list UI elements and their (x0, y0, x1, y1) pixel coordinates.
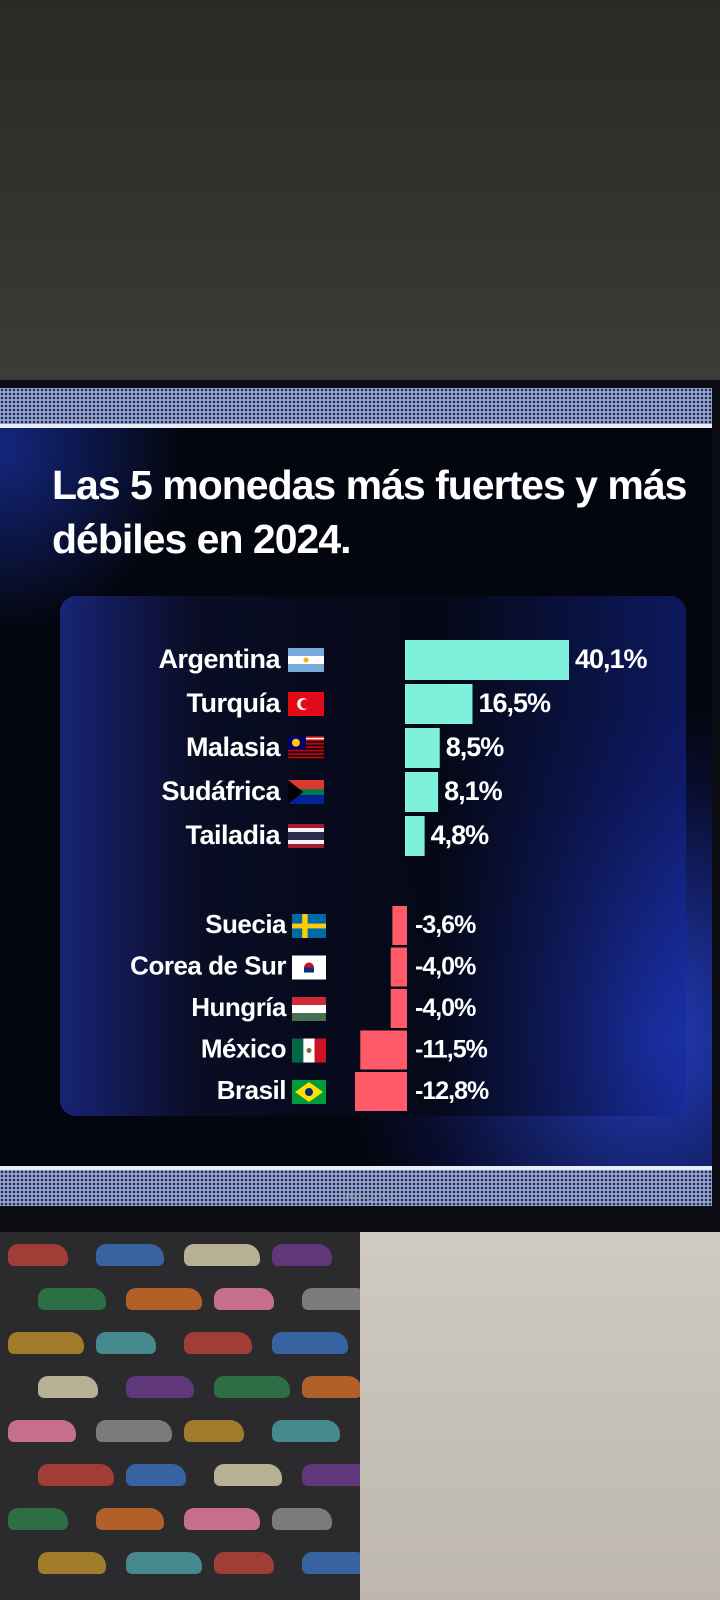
bar-corea-de-sur (390, 947, 407, 987)
toy-car (272, 1420, 340, 1442)
tv-screen: Las 5 monedas más fuertes y más débiles … (0, 388, 712, 1206)
toy-car (184, 1420, 244, 1442)
television: Las 5 monedas más fuertes y más débiles … (0, 380, 720, 1232)
toy-car (184, 1508, 260, 1530)
category-label: Corea de Sur (130, 951, 286, 981)
category-label: Hungría (191, 992, 287, 1022)
toy-car (38, 1376, 98, 1398)
toy-car (214, 1464, 282, 1486)
value-label: -12,8% (415, 1077, 489, 1105)
argentina-flag-icon (288, 648, 324, 672)
value-label: 4,8% (431, 820, 490, 850)
toy-car (38, 1552, 106, 1574)
toy-car (302, 1464, 378, 1486)
thailand-flag-icon (288, 824, 324, 848)
category-label: Tailadia (185, 820, 281, 850)
top-band-line (0, 424, 712, 428)
toy-car (96, 1420, 172, 1442)
value-label: 8,1% (444, 776, 503, 806)
toy-car (214, 1288, 274, 1310)
sweden-flag-icon (292, 914, 326, 938)
toy-car (184, 1244, 260, 1266)
category-label: Turquía (187, 688, 282, 718)
toy-car (126, 1376, 194, 1398)
value-label: -3,6% (415, 911, 476, 939)
bar-hungría (390, 989, 407, 1028)
toy-car (214, 1552, 274, 1574)
bottom-pattern-band (0, 1170, 712, 1206)
value-label: -4,0% (415, 953, 476, 981)
value-label: -4,0% (415, 994, 476, 1022)
toy-car (126, 1464, 186, 1486)
toy-car (96, 1508, 164, 1530)
bar-brasil (355, 1072, 407, 1111)
bar-méxico (360, 1030, 407, 1070)
toy-car-display-board (0, 1232, 378, 1600)
hungary-flag-icon (292, 997, 326, 1021)
malaysia-flag-icon (288, 736, 324, 759)
tv-brand-logo: PHILIPS (345, 1193, 395, 1203)
category-label: Argentina (158, 644, 281, 674)
category-label: México (201, 1034, 286, 1064)
toy-car (272, 1244, 332, 1266)
category-label: Sudáfrica (161, 776, 281, 806)
bar-malasia (405, 728, 440, 768)
toy-car (302, 1288, 370, 1310)
toy-car (38, 1288, 106, 1310)
bottom-band-line (0, 1166, 712, 1170)
toy-car (272, 1508, 332, 1530)
category-label: Brasil (217, 1075, 286, 1105)
value-label: 16,5% (478, 688, 551, 718)
currency-bar-chart: 40,1% Argentina 16,5% Turquía 8,5% Malasia 8,1… (130, 640, 649, 1111)
chart-panel (60, 596, 686, 1116)
top-pattern-band (0, 388, 712, 424)
chart-title: Las 5 monedas más fuertes y más débiles … (52, 462, 687, 562)
toy-car (8, 1420, 76, 1442)
toy-car (272, 1332, 348, 1354)
toy-car (302, 1552, 370, 1574)
bar-suecia (392, 906, 407, 945)
wall-background (0, 0, 720, 380)
value-label: -11,5% (415, 1036, 488, 1064)
toy-car (214, 1376, 290, 1398)
bar-sudáfrica (405, 772, 439, 812)
bar-turquía (405, 684, 473, 724)
category-label: Suecia (205, 909, 287, 939)
bar-tailadia (405, 816, 425, 856)
bar-argentina (405, 640, 569, 680)
toy-car (96, 1332, 156, 1354)
toy-car (8, 1508, 68, 1530)
turkey-flag-icon (288, 692, 324, 716)
toy-car (302, 1376, 362, 1398)
toy-car (126, 1288, 202, 1310)
brazil-flag-icon (292, 1080, 326, 1104)
value-label: 8,5% (446, 732, 505, 762)
lower-wall (360, 1232, 720, 1600)
value-label: 40,1% (575, 644, 648, 674)
south-korea-flag-icon (292, 955, 326, 980)
toy-car (8, 1244, 68, 1266)
toy-car (184, 1332, 252, 1354)
toy-car (38, 1464, 114, 1486)
toy-car (8, 1332, 84, 1354)
category-label: Malasia (186, 732, 282, 762)
mexico-flag-icon (292, 1038, 326, 1063)
south-africa-flag-icon (288, 780, 324, 804)
toy-car (96, 1244, 164, 1266)
toy-car (126, 1552, 202, 1574)
